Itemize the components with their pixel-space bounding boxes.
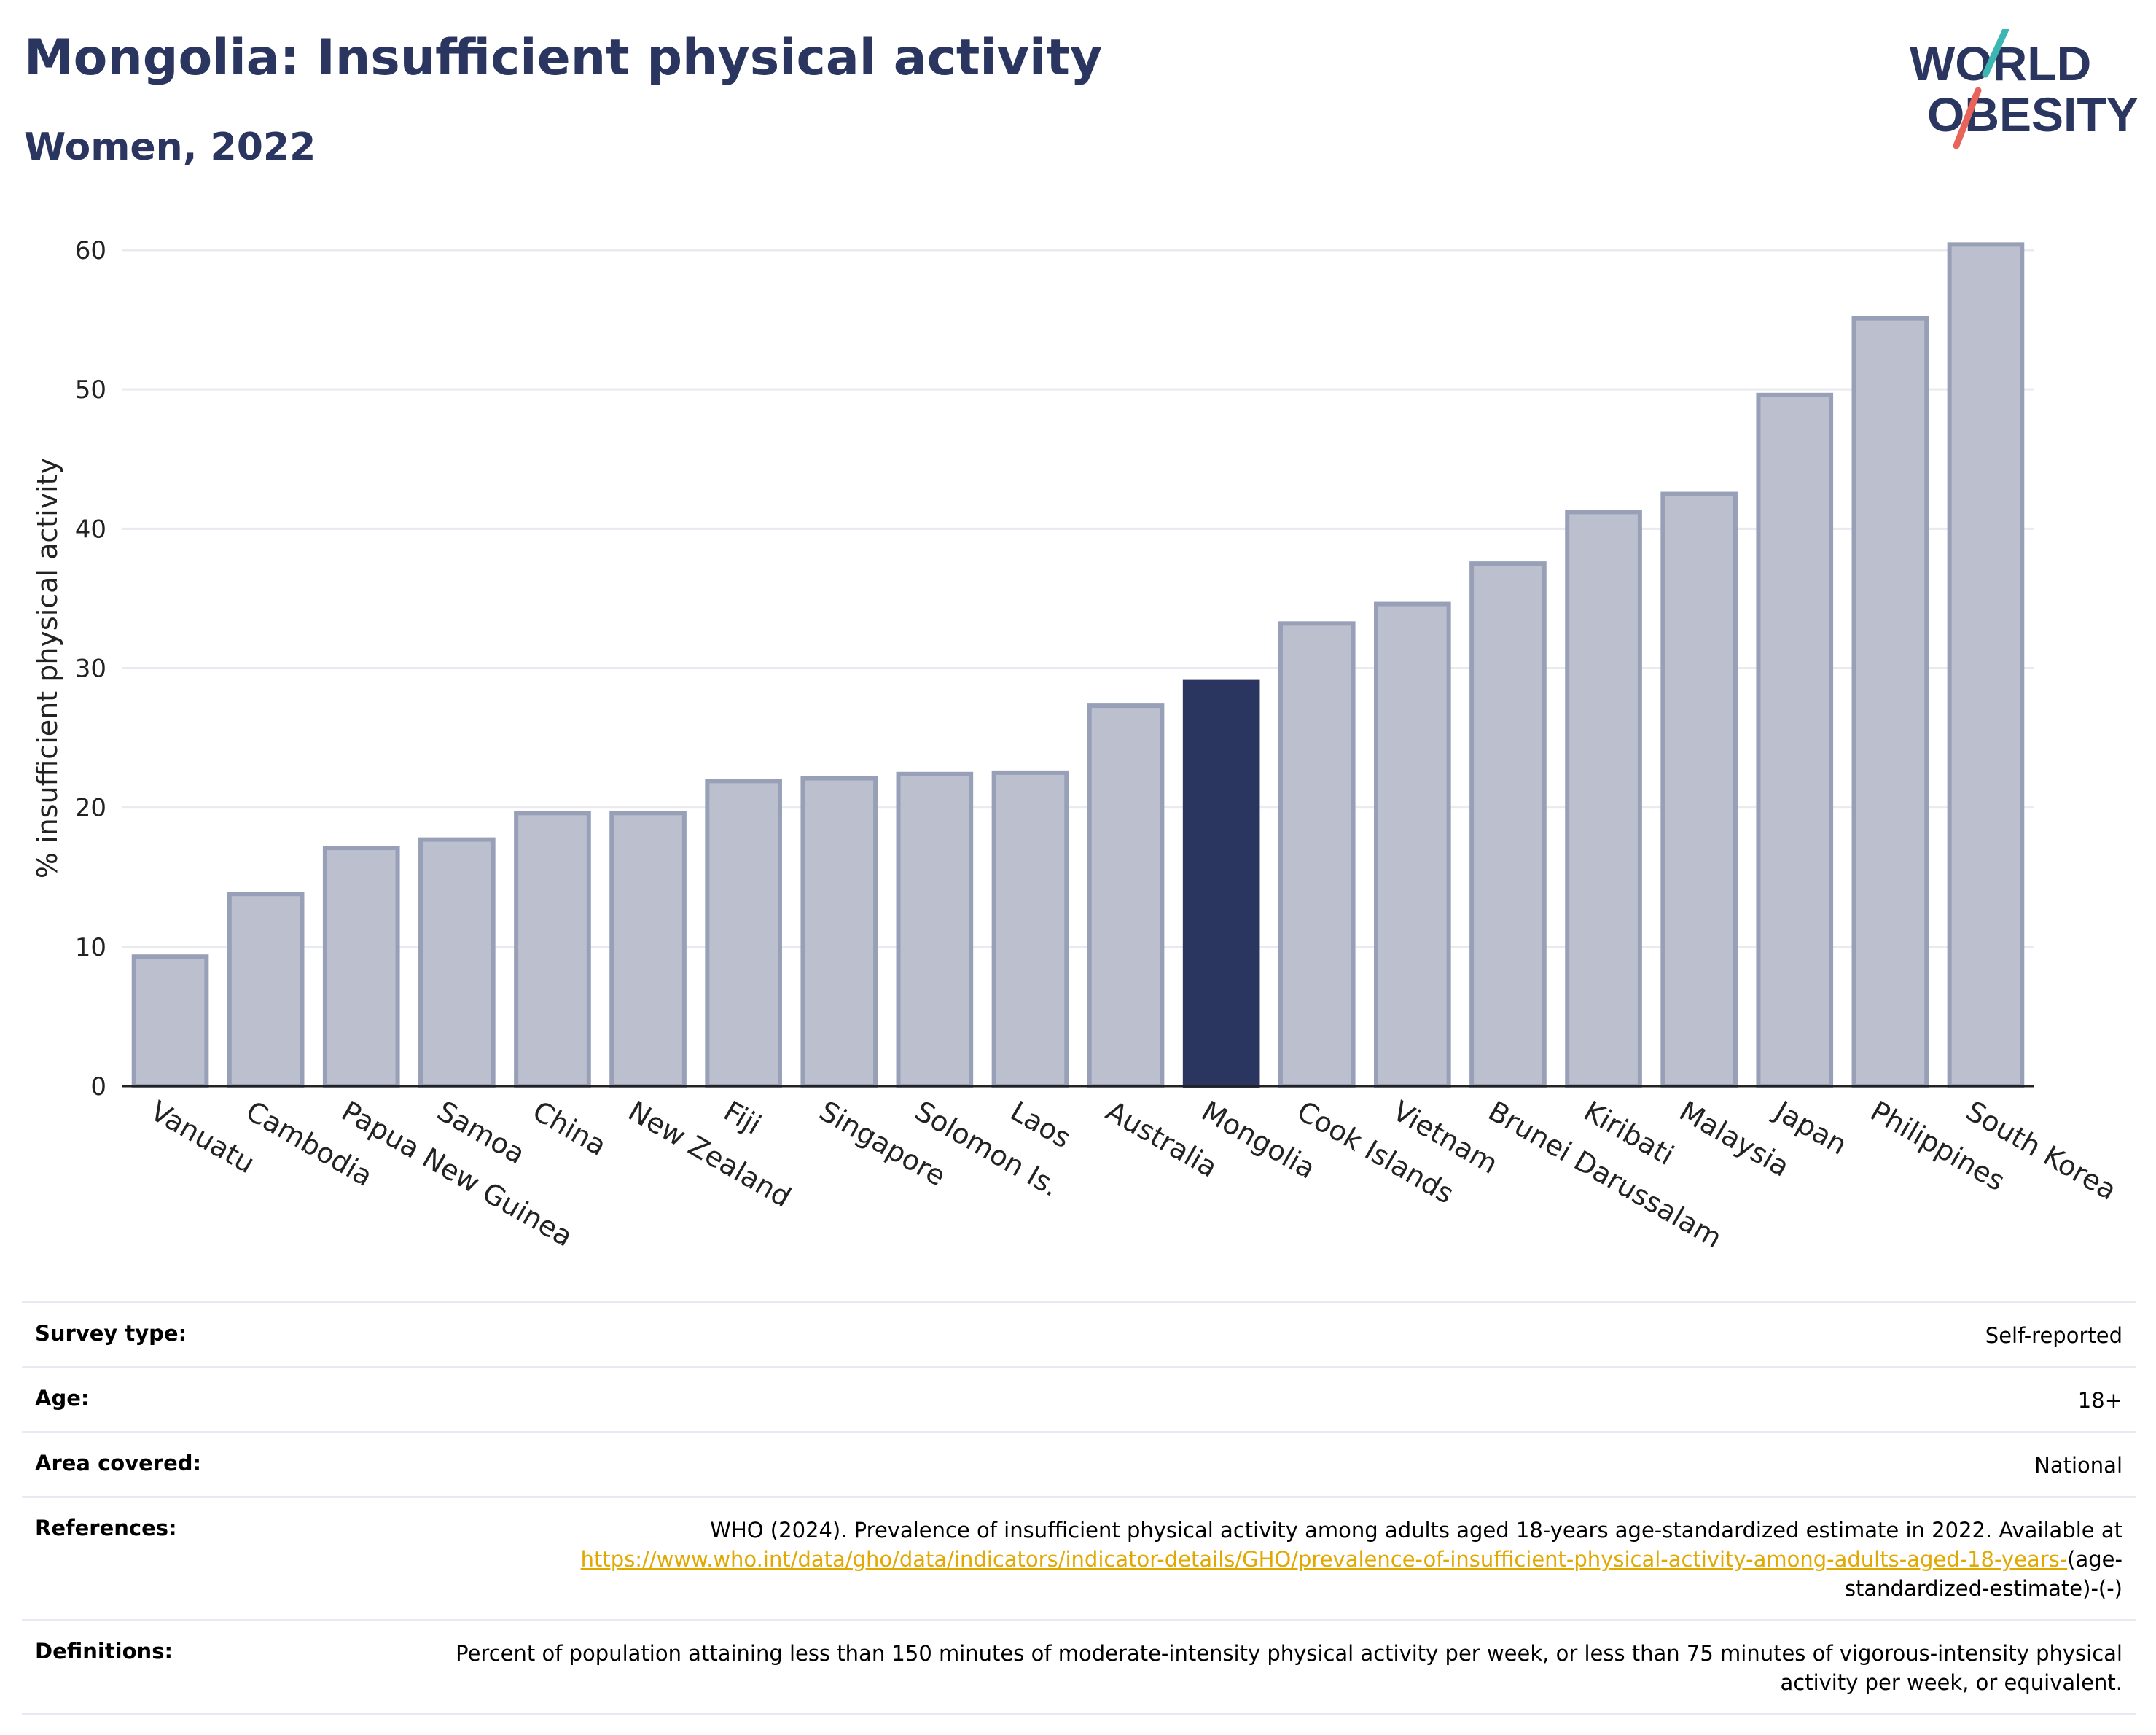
bar bbox=[1087, 703, 1165, 1088]
y-tick-label: 40 bbox=[75, 515, 106, 544]
meta-row-survey-type: Survey type: Self-reported bbox=[22, 1301, 2136, 1366]
bar bbox=[1469, 561, 1547, 1088]
meta-value: Self-reported bbox=[1985, 1323, 2122, 1348]
meta-value: Percent of population attaining less tha… bbox=[456, 1641, 2122, 1695]
meta-label: Area covered: bbox=[35, 1451, 202, 1475]
reference-suffix: (age-standardized-estimate)-(-) bbox=[1844, 1547, 2122, 1601]
x-tick-label: New Zealand bbox=[623, 1095, 797, 1214]
bar bbox=[1756, 392, 1834, 1088]
x-tick-label: Vanuatu bbox=[145, 1095, 260, 1180]
bar bbox=[418, 837, 496, 1088]
y-tick-label: 20 bbox=[75, 794, 106, 823]
meta-value: WHO (2024). Prevalence of insufficient p… bbox=[446, 1516, 2136, 1603]
world-obesity-logo: WORLD OBESITY bbox=[1910, 29, 2139, 149]
meta-row-definitions: Definitions: Percent of population attai… bbox=[22, 1619, 2136, 1715]
bar bbox=[1278, 621, 1356, 1088]
y-tick-label: 10 bbox=[75, 933, 106, 962]
bar-chart: 0 10 20 30 40 50 60 % insufficient physical act… bbox=[31, 236, 2122, 1255]
bar bbox=[1660, 491, 1738, 1088]
x-tick-label: Malaysia bbox=[1674, 1095, 1795, 1183]
meta-label: Survey type: bbox=[35, 1321, 187, 1346]
bar bbox=[991, 770, 1069, 1088]
x-tick-label: Laos bbox=[1005, 1095, 1077, 1155]
reference-text: WHO (2024). Prevalence of insufficient p… bbox=[710, 1518, 2122, 1543]
meta-label: References: bbox=[35, 1516, 177, 1540]
meta-row-age: Age: 18+ bbox=[22, 1366, 2136, 1431]
bar bbox=[800, 776, 878, 1088]
page-title: Mongolia: Insufficient physical activity bbox=[24, 29, 1103, 87]
bar bbox=[705, 779, 782, 1088]
bar bbox=[131, 954, 209, 1088]
meta-label: Age: bbox=[35, 1386, 90, 1411]
bar bbox=[1947, 242, 2025, 1088]
y-axis-label: % insufficient physical activity bbox=[31, 458, 63, 878]
bar bbox=[1565, 510, 1642, 1088]
y-tick-label: 0 bbox=[90, 1072, 106, 1102]
metadata-table: Survey type: Self-reported Age: 18+ Area… bbox=[22, 1301, 2136, 1715]
y-tick-label: 30 bbox=[75, 655, 106, 684]
x-tick-label: China bbox=[527, 1095, 612, 1162]
meta-row-area: Area covered: National bbox=[22, 1431, 2136, 1496]
meta-label: Definitions: bbox=[35, 1639, 173, 1664]
bar bbox=[896, 771, 974, 1088]
bar bbox=[1374, 601, 1451, 1088]
x-tick-label: Fiji bbox=[719, 1095, 767, 1141]
bar bbox=[609, 811, 687, 1089]
meta-value: 18+ bbox=[2077, 1388, 2122, 1413]
page-subtitle: Women, 2022 bbox=[24, 125, 316, 169]
y-tick-label: 50 bbox=[75, 375, 106, 405]
reference-link[interactable]: https://www.who.int/data/gho/data/indica… bbox=[580, 1547, 2068, 1572]
meta-row-references: References: WHO (2024). Prevalence of in… bbox=[22, 1496, 2136, 1619]
bar bbox=[514, 811, 591, 1089]
bar bbox=[227, 892, 305, 1088]
y-tick-label: 60 bbox=[75, 236, 106, 265]
bar bbox=[1182, 679, 1260, 1088]
bar bbox=[1851, 316, 1929, 1089]
bar bbox=[322, 846, 400, 1088]
meta-value: National bbox=[2034, 1453, 2122, 1478]
